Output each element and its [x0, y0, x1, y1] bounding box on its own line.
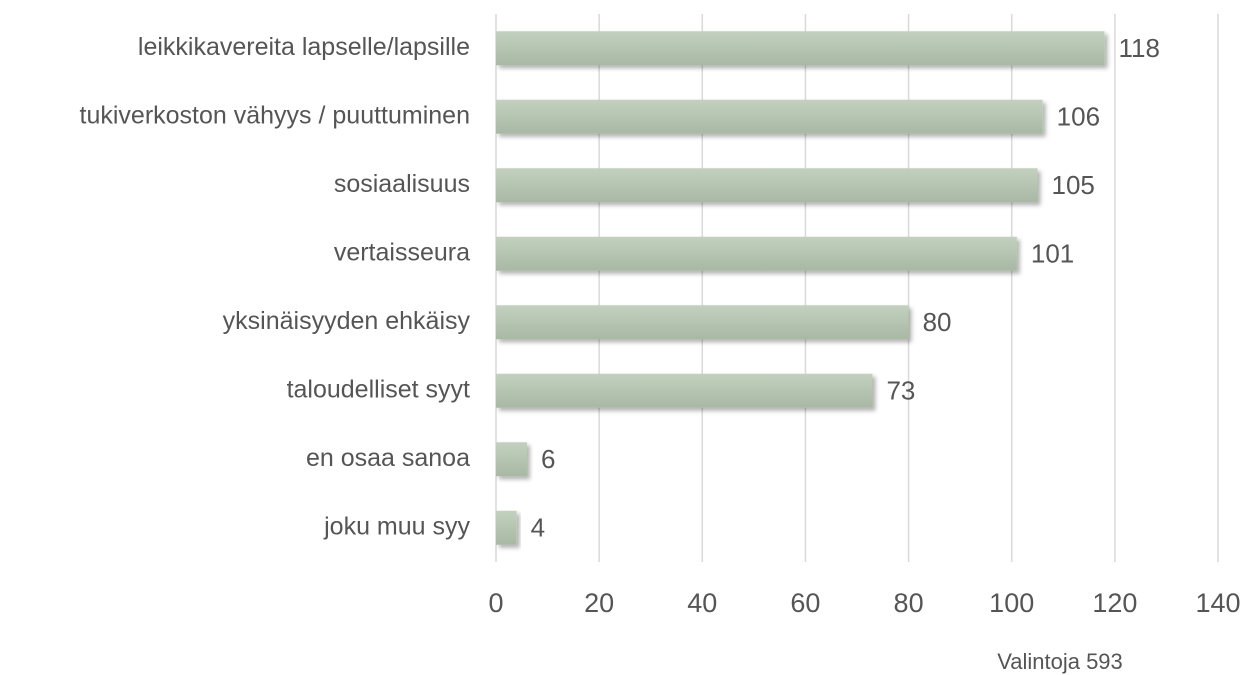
bar — [496, 510, 517, 545]
bar — [496, 442, 527, 477]
bar — [496, 99, 1043, 134]
x-tick-label: 40 — [687, 588, 717, 618]
y-tick-label: tukiverkoston vähyys / puuttuminen — [80, 101, 470, 129]
y-tick-label: sosiaalisuus — [334, 170, 470, 198]
value-label: 73 — [886, 376, 915, 406]
value-label: 4 — [531, 513, 545, 543]
x-tick-label: 100 — [989, 588, 1034, 618]
value-label: 118 — [1119, 33, 1160, 63]
value-label: 106 — [1057, 102, 1100, 132]
value-label: 101 — [1031, 239, 1074, 269]
bar — [496, 31, 1105, 66]
x-tick-label: 140 — [1195, 588, 1240, 618]
y-tick-label: taloudelliset syyt — [287, 375, 470, 403]
y-tick-label: yksinäisyyden ehkäisy — [223, 307, 471, 335]
value-label: 105 — [1052, 170, 1095, 200]
y-tick-label: vertaisseura — [334, 238, 470, 266]
value-label: 6 — [541, 444, 555, 474]
y-tick-label: leikkikavereita lapselle/lapsille — [138, 33, 470, 61]
bar — [496, 373, 873, 408]
bar — [496, 305, 909, 340]
bar — [496, 236, 1017, 271]
x-tick-label: 20 — [584, 588, 614, 618]
x-tick-label: 60 — [790, 588, 820, 618]
value-label: 80 — [923, 307, 952, 337]
x-tick-label: 80 — [894, 588, 924, 618]
x-tick-label: 120 — [1092, 588, 1137, 618]
bar — [496, 168, 1038, 203]
y-tick-label: joku muu syy — [323, 512, 470, 540]
y-tick-label: en osaa sanoa — [306, 444, 470, 472]
x-tick-label: 0 — [488, 588, 503, 618]
note: Valintoja 593 — [997, 649, 1123, 674]
